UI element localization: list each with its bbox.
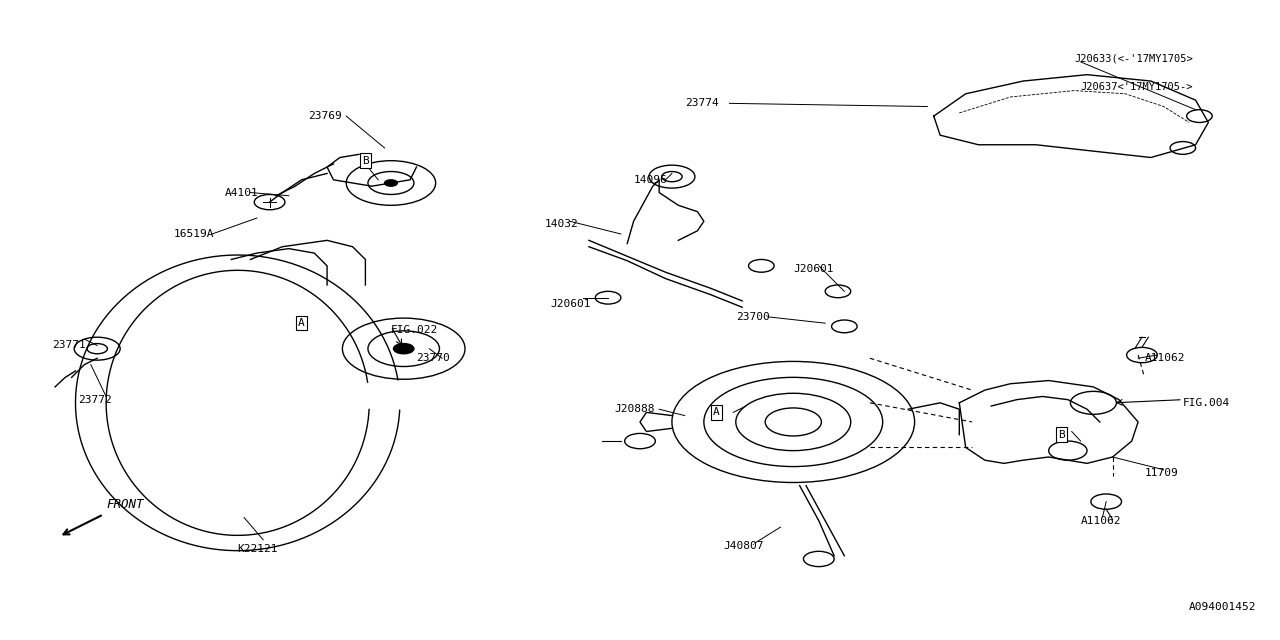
Text: J40807: J40807 xyxy=(723,541,763,551)
Text: 23700: 23700 xyxy=(736,312,769,322)
Text: FRONT: FRONT xyxy=(106,498,143,511)
Text: A11062: A11062 xyxy=(1144,353,1185,364)
Text: 23770: 23770 xyxy=(416,353,451,364)
Text: J20601: J20601 xyxy=(550,299,591,309)
Text: 23772: 23772 xyxy=(78,395,111,404)
Text: B: B xyxy=(362,156,369,166)
Text: 23769: 23769 xyxy=(308,111,342,121)
Text: 23774: 23774 xyxy=(685,99,718,108)
Text: 14096: 14096 xyxy=(634,175,667,185)
Text: K22121: K22121 xyxy=(238,545,278,554)
Text: B: B xyxy=(1059,429,1065,440)
Circle shape xyxy=(393,344,413,354)
Text: FIG.022: FIG.022 xyxy=(390,324,438,335)
Text: 11709: 11709 xyxy=(1144,468,1179,478)
Text: A4101: A4101 xyxy=(225,188,259,198)
Text: J20601: J20601 xyxy=(794,264,833,274)
Text: A: A xyxy=(713,408,721,417)
Text: 16519A: 16519A xyxy=(174,229,214,239)
Text: J20633(<-'17MY1705>: J20633(<-'17MY1705> xyxy=(1074,54,1193,64)
Text: A11062: A11062 xyxy=(1080,516,1121,525)
Text: A: A xyxy=(298,318,305,328)
Text: J20888: J20888 xyxy=(614,404,655,414)
Text: A094001452: A094001452 xyxy=(1189,602,1257,612)
Text: 23771: 23771 xyxy=(52,340,86,351)
Text: J20637<'17MY1705->: J20637<'17MY1705-> xyxy=(1080,83,1193,92)
Text: 14032: 14032 xyxy=(544,220,579,229)
Text: FIG.004: FIG.004 xyxy=(1183,398,1230,408)
Circle shape xyxy=(384,180,397,186)
